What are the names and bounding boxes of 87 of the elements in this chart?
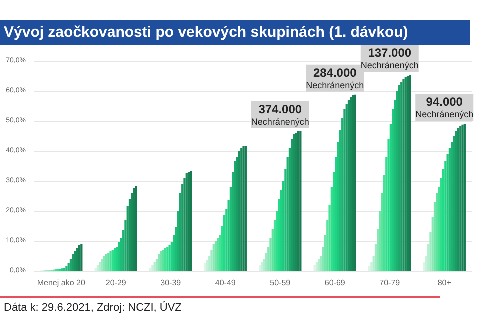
bar — [268, 247, 270, 271]
bar — [326, 220, 329, 271]
bar — [455, 132, 458, 271]
bar — [208, 256, 211, 271]
bar — [76, 248, 78, 271]
bar — [259, 265, 262, 271]
bar — [152, 265, 154, 271]
bar — [316, 262, 318, 271]
bar — [381, 193, 384, 271]
bar — [103, 256, 106, 271]
bar — [105, 254, 108, 271]
bar — [318, 259, 320, 271]
x-tick-label: 20-29 — [106, 278, 127, 288]
x-tick-label: 70-79 — [380, 278, 401, 288]
bar — [320, 256, 322, 271]
bar — [212, 244, 215, 271]
bar — [383, 175, 386, 271]
bar — [238, 151, 241, 271]
x-tick-label: 40-49 — [215, 278, 236, 288]
x-tick-label: 60-69 — [324, 278, 346, 288]
bar — [324, 235, 327, 271]
bar — [94, 268, 97, 271]
bar — [314, 265, 316, 271]
bar — [101, 259, 104, 271]
bar — [328, 205, 331, 271]
bar — [78, 246, 81, 271]
bar — [322, 247, 324, 271]
bar — [265, 253, 268, 271]
bar — [425, 256, 428, 271]
bar — [300, 132, 302, 271]
bar — [80, 244, 83, 271]
bar — [188, 172, 190, 271]
annotation: 374.000 Nechránených — [251, 102, 310, 127]
bar — [297, 132, 300, 271]
bar — [438, 187, 440, 271]
bar — [99, 262, 102, 271]
annotation: 137.000 Nechránených — [360, 46, 419, 71]
bar — [430, 232, 432, 271]
bar — [72, 254, 74, 271]
bar — [263, 259, 266, 271]
bar — [457, 128, 460, 271]
bar — [370, 262, 373, 271]
bar — [221, 226, 224, 271]
bar — [214, 241, 218, 271]
bar — [154, 262, 156, 271]
bar — [423, 262, 426, 271]
bar — [204, 264, 206, 271]
bar — [261, 262, 264, 271]
bar — [150, 268, 152, 271]
bar — [368, 266, 371, 271]
bar — [206, 260, 209, 271]
bar — [210, 250, 213, 271]
bar — [270, 238, 272, 271]
x-tick-label: 30-39 — [160, 278, 182, 288]
bar — [377, 229, 380, 271]
x-tick-label: Menej ako 20 — [37, 278, 86, 288]
bar — [156, 259, 158, 271]
chart-title: Vývoj zaočkovanosti po vekových skupinách (1. dávkou) — [0, 20, 470, 45]
x-tick-label: 80+ — [438, 278, 452, 288]
bar — [428, 244, 430, 271]
bar — [400, 82, 403, 271]
bar — [219, 235, 222, 271]
annotation: 94.000 Nechránených — [416, 95, 474, 120]
bar — [158, 254, 160, 271]
bar — [114, 248, 116, 271]
bar — [164, 248, 167, 271]
bar — [398, 85, 401, 271]
bar — [434, 202, 436, 271]
bar — [186, 174, 188, 271]
text: Dáta k: 29.6.2021, Zdroj: NCZI, ÚVZ — [4, 302, 182, 314]
bar — [190, 171, 192, 271]
bar — [276, 211, 278, 271]
bar — [374, 244, 378, 271]
bar — [432, 217, 434, 271]
bar — [440, 178, 442, 271]
bar — [379, 211, 382, 271]
bar — [274, 220, 276, 271]
bar — [386, 157, 388, 271]
bar — [96, 265, 100, 271]
bar — [135, 186, 138, 271]
bar — [272, 229, 274, 271]
bar — [372, 256, 375, 271]
bar — [330, 187, 333, 271]
x-tick-label: 50-59 — [270, 278, 292, 288]
bar — [409, 75, 412, 271]
bar — [406, 76, 410, 271]
bar — [348, 100, 350, 271]
